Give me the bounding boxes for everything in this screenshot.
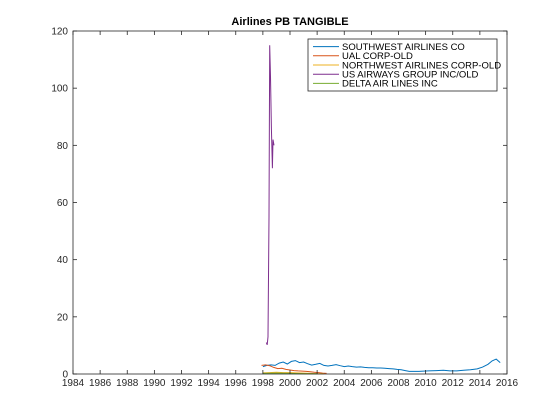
y-tick-label: 20	[57, 312, 69, 323]
series-layer	[261, 45, 501, 375]
legend-entry-label: DELTA AIR LINES INC	[342, 79, 438, 90]
y-tick-label: 60	[57, 198, 69, 209]
x-tick-label: 1986	[89, 378, 112, 389]
series-line-1	[262, 358, 501, 372]
y-tick-label: 120	[51, 27, 68, 38]
x-tick-label: 1996	[225, 378, 248, 389]
x-tick-label: 2008	[387, 378, 410, 389]
x-tick-label: 2012	[442, 378, 465, 389]
legend-entry-label: NORTHWEST AIRLINES CORP-OLD	[342, 60, 501, 71]
x-tick-label: 1988	[116, 378, 139, 389]
axes-layer: 1984 1986 1988 1990 1992 1994 1996 1998 2000 2002…	[51, 27, 518, 390]
x-tick-label: 2016	[496, 378, 519, 389]
chart-title: Airlines PB TANGIBLE	[231, 16, 348, 28]
y-tick-label: 0	[62, 370, 68, 381]
legend-box	[307, 38, 498, 92]
x-tick-label: 2004	[333, 378, 356, 389]
y-tick-label: 40	[57, 255, 69, 266]
y-tick-label: 80	[57, 141, 69, 152]
y-tick-label: 100	[51, 84, 68, 95]
legend-entry-label: US AIRWAYS GROUP INC/OLD	[342, 70, 479, 81]
x-tick-label: 1984	[62, 378, 85, 389]
x-tick-label: 1990	[143, 378, 166, 389]
x-tick-label: 2002	[306, 378, 329, 389]
series-line-4	[265, 45, 275, 345]
x-tick-label: 2006	[360, 378, 383, 389]
x-tick-label: 2010	[415, 378, 438, 389]
legend-entry-label: SOUTHWEST AIRLINES CO	[342, 42, 465, 53]
x-tick-label: 1992	[170, 378, 193, 389]
series-line-2	[261, 364, 327, 374]
x-tick-label: 1994	[198, 378, 221, 389]
legend-entry-label: UAL CORP-OLD	[342, 51, 413, 62]
x-tick-label: 1998	[252, 378, 275, 389]
x-tick-label: 2000	[279, 378, 302, 389]
x-tick-label: 2014	[469, 378, 492, 389]
